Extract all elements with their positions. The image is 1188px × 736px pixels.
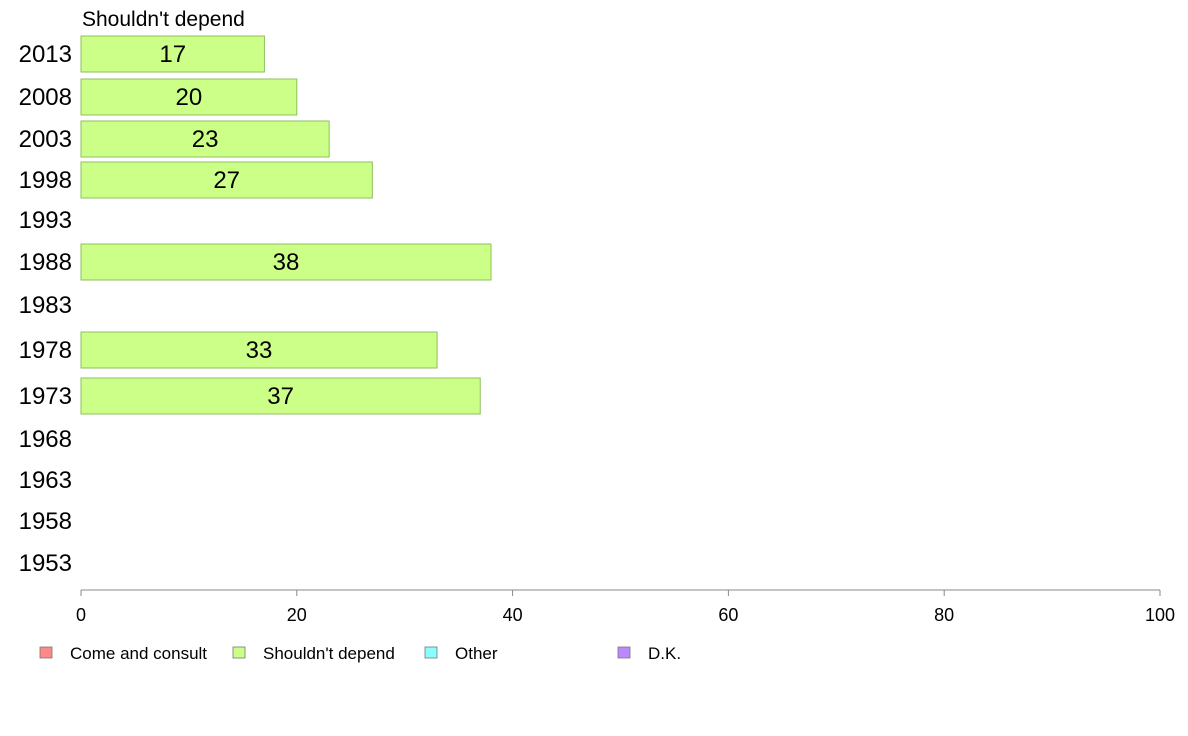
year-label-1998: 1998	[19, 167, 72, 194]
legend-swatch-0	[39, 646, 53, 659]
bar-value-label-2008: 20	[176, 84, 203, 111]
legend: Come and consult Shouldn't depend Other D.K…	[39, 644, 681, 663]
bar-value-label-1988: 38	[273, 249, 300, 276]
x-tick-label-60: 60	[718, 605, 738, 625]
legend-label-0: Come and consult	[70, 644, 207, 663]
x-tick-label-0: 0	[76, 605, 86, 625]
bar-2013	[80, 35, 265, 73]
bar-value-label-2013: 17	[159, 41, 186, 68]
bar-1988	[80, 243, 492, 281]
legend-swatch-2	[424, 646, 438, 659]
x-tick-label-80: 80	[934, 605, 954, 625]
year-label-2003: 2003	[19, 126, 72, 153]
year-label-1973: 1973	[19, 383, 72, 410]
year-label-1993: 1993	[19, 207, 72, 234]
legend-swatch-1	[232, 646, 246, 659]
year-label-2008: 2008	[19, 84, 72, 111]
bar-value-label-1978: 33	[246, 337, 273, 364]
legend-label-1: Shouldn't depend	[263, 644, 395, 663]
panel-title: Shouldn't depend	[82, 8, 245, 31]
x-tick-label-20: 20	[287, 605, 307, 625]
bar-1973	[80, 377, 481, 415]
bar-value-label-1973: 37	[267, 383, 294, 410]
bar-value-label-1998: 27	[213, 167, 240, 194]
bars: 17 20 23 27 38 33 37	[80, 35, 492, 415]
x-axis: 0 20 40 60 80 100	[76, 589, 1175, 625]
x-tick-label-40: 40	[503, 605, 523, 625]
bar-2008	[80, 78, 298, 116]
bar-1998	[80, 161, 373, 199]
year-label-1958: 1958	[19, 508, 72, 535]
bar-2003	[80, 120, 330, 158]
bar-1978	[80, 331, 438, 369]
year-label-1968: 1968	[19, 426, 72, 453]
year-label-1953: 1953	[19, 550, 72, 577]
legend-label-3: D.K.	[648, 644, 681, 663]
year-label-1963: 1963	[19, 467, 72, 494]
legend-label-2: Other	[455, 644, 498, 663]
year-label-1978: 1978	[19, 337, 72, 364]
legend-swatch-3	[617, 646, 631, 659]
year-label-1988: 1988	[19, 249, 72, 276]
x-tick-label-100: 100	[1145, 605, 1175, 625]
year-labels: 2013 2008 2003 1998 1993 1988 1983 1978 1973 1968…	[19, 41, 72, 577]
year-label-2013: 2013	[19, 41, 72, 68]
year-label-1983: 1983	[19, 292, 72, 319]
bar-value-label-2003: 23	[192, 126, 219, 153]
